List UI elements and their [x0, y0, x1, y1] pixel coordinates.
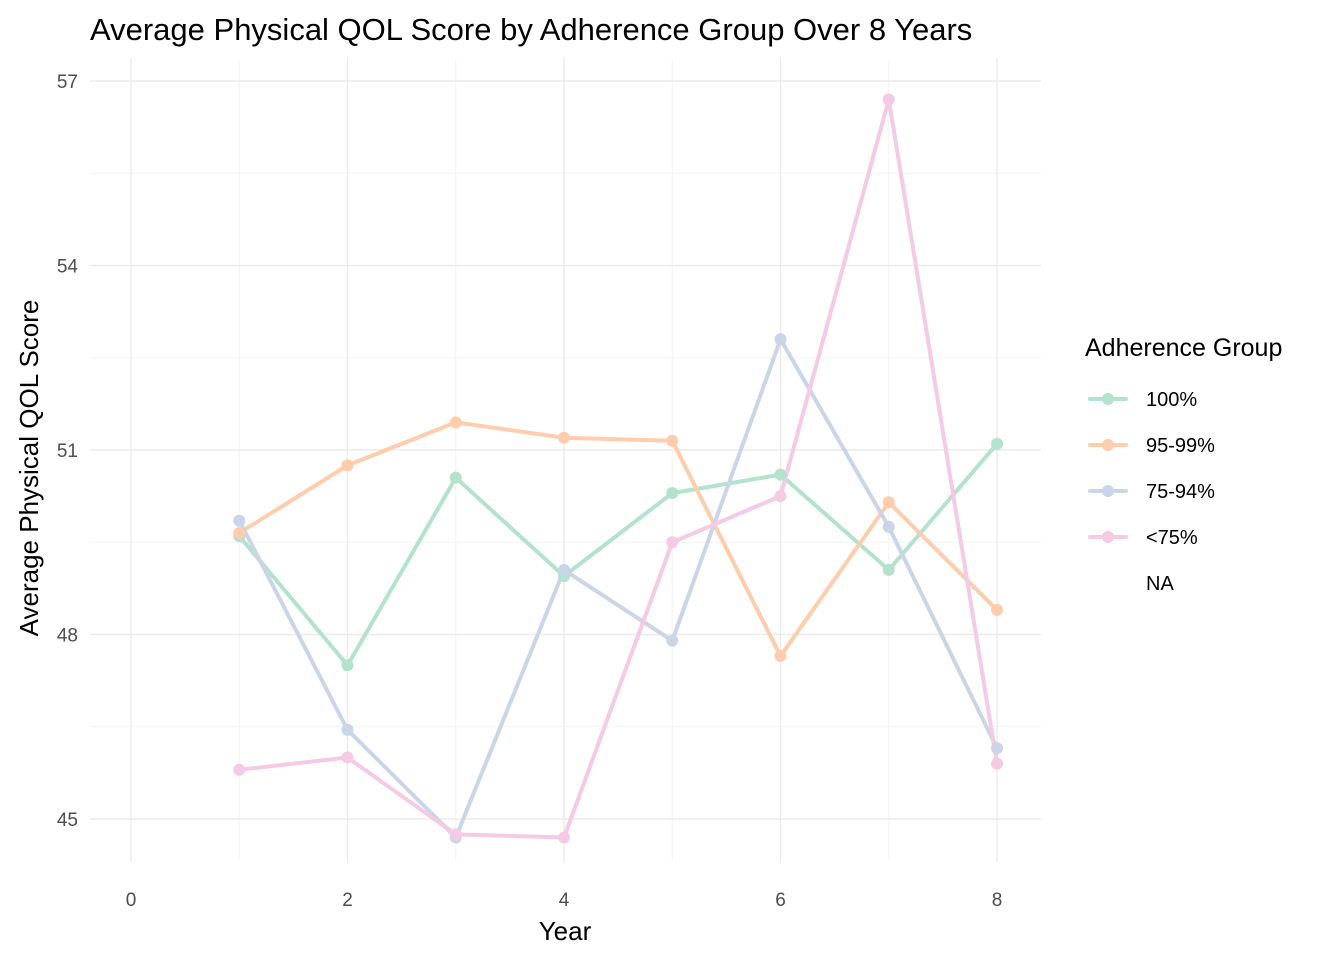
x-tick-label: 0: [126, 890, 137, 911]
data-point: [991, 437, 1003, 450]
data-point: [882, 93, 895, 106]
chart-title: Average Physical QOL Score by Adherence …: [90, 12, 972, 47]
data-point: [666, 434, 679, 447]
series-lines: [237, 97, 999, 840]
data-point: [341, 659, 354, 672]
legend-entry-label: NA: [1146, 573, 1174, 595]
data-point: [991, 757, 1003, 770]
data-point: [991, 742, 1003, 755]
data-point: [341, 459, 354, 472]
legend: Adherence Group 100% 95-99% 75-94% <75% NA: [1085, 334, 1282, 595]
data-point: [774, 650, 787, 663]
legend-key-point: [1102, 393, 1114, 405]
data-point: [449, 416, 462, 429]
x-tick-label: 6: [775, 890, 786, 911]
series-line: [237, 441, 999, 668]
data-point: [233, 527, 246, 540]
y-tick-label: 54: [57, 257, 79, 278]
data-point: [233, 763, 246, 776]
data-point: [558, 831, 570, 844]
legend-key-point: [1102, 485, 1114, 497]
y-tick-label: 48: [57, 626, 78, 647]
data-point: [341, 723, 354, 736]
data-point: [666, 536, 679, 549]
y-tick-label: 57: [57, 72, 78, 93]
series-line: [237, 97, 999, 840]
data-point: [341, 751, 354, 764]
series-line: [237, 420, 999, 658]
legend-title: Adherence Group: [1085, 334, 1282, 362]
legend-entry-label: 100%: [1146, 389, 1197, 411]
data-point: [774, 468, 787, 481]
data-point: [449, 471, 462, 484]
y-axis: 45 48 51 54 57: [57, 72, 79, 831]
data-point: [558, 563, 570, 576]
data-point: [774, 490, 787, 503]
data-point: [882, 520, 895, 533]
legend-entry-label: 95-99%: [1146, 435, 1215, 457]
legend-key-point: [1102, 439, 1114, 451]
x-tick-label: 4: [559, 890, 570, 911]
data-point: [991, 603, 1003, 616]
x-axis-title: Year: [539, 916, 592, 946]
series-points: [233, 93, 1003, 844]
y-tick-label: 51: [57, 441, 78, 462]
data-point: [666, 634, 679, 647]
data-point: [449, 828, 462, 841]
series-line: [237, 337, 999, 840]
y-tick-label: 45: [57, 810, 78, 831]
data-point: [774, 333, 787, 346]
grid: [90, 58, 1041, 862]
legend-entry-label: 75-94%: [1146, 481, 1215, 503]
x-tick-label: 8: [992, 890, 1003, 911]
data-point: [882, 496, 895, 509]
data-point: [558, 431, 570, 444]
legend-key-point: [1102, 531, 1114, 543]
x-axis: 0 2 4 6 8: [126, 890, 1003, 911]
legend-entry-label: <75%: [1146, 527, 1198, 549]
data-point: [882, 563, 895, 576]
data-point: [233, 514, 246, 527]
x-tick-label: 2: [342, 890, 353, 911]
data-point: [666, 487, 679, 500]
y-axis-title: Average Physical QOL Score: [14, 300, 44, 637]
